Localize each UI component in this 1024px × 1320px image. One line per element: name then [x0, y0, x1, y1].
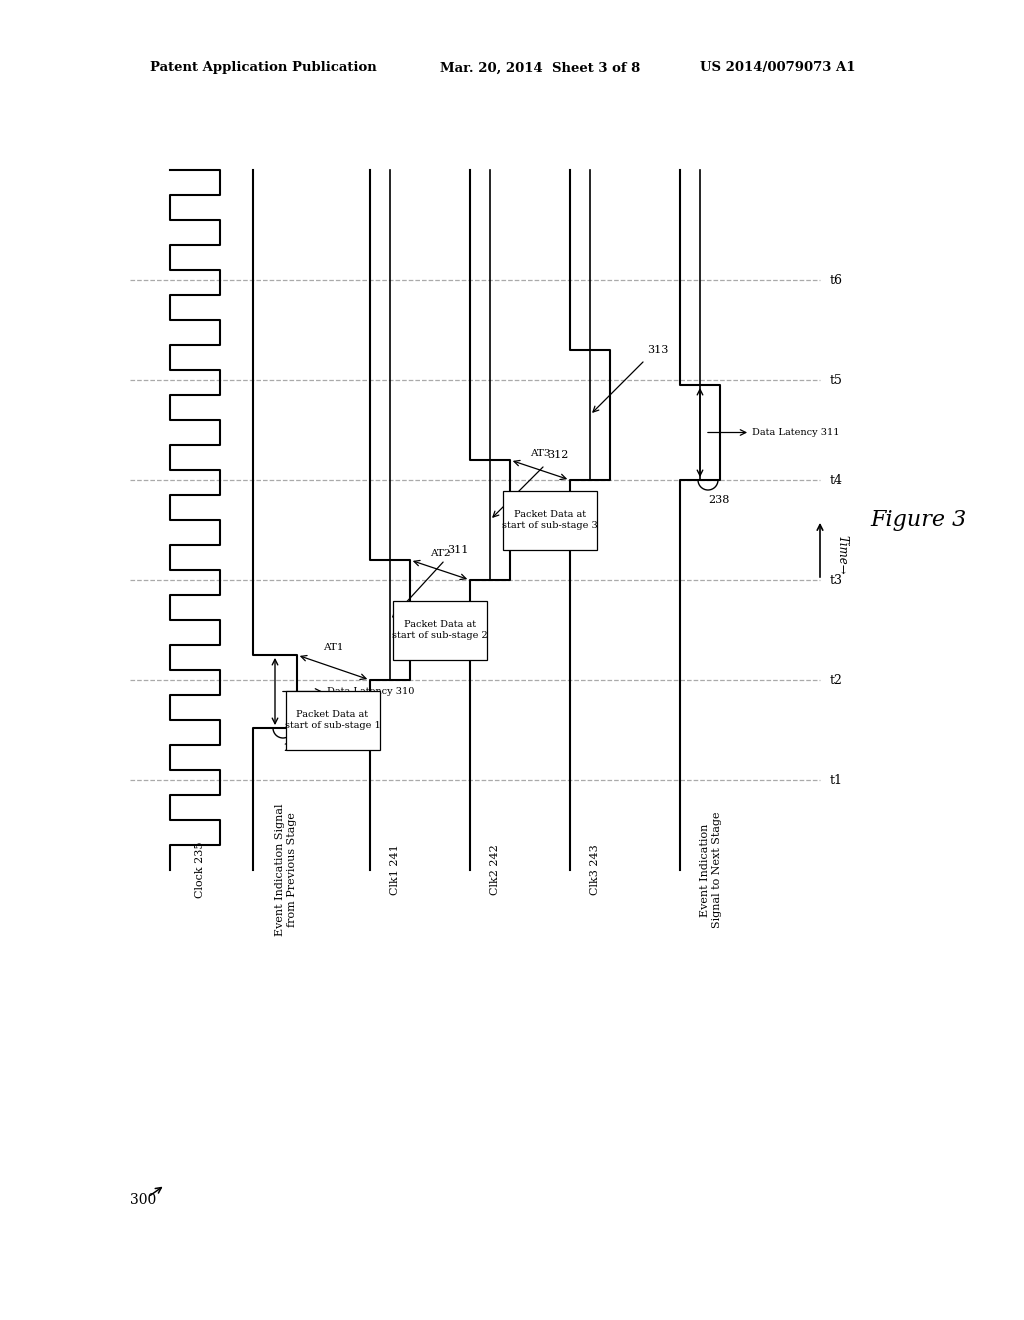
Text: Figure 3: Figure 3: [870, 510, 967, 531]
FancyBboxPatch shape: [286, 690, 380, 750]
Text: 311: 311: [447, 545, 468, 554]
Text: Data Latency 311: Data Latency 311: [752, 428, 840, 437]
Text: 313: 313: [647, 345, 669, 355]
Text: Time→: Time→: [835, 535, 848, 574]
Text: t3: t3: [830, 573, 843, 586]
Text: Event Indication Signal
from Previous Stage: Event Indication Signal from Previous St…: [275, 804, 297, 936]
Text: 238: 238: [708, 495, 729, 506]
Text: t2: t2: [830, 673, 843, 686]
FancyBboxPatch shape: [503, 491, 597, 549]
FancyBboxPatch shape: [393, 601, 487, 660]
Text: t6: t6: [830, 273, 843, 286]
Text: US 2014/0079073 A1: US 2014/0079073 A1: [700, 62, 855, 74]
Text: AT3: AT3: [529, 449, 550, 458]
Text: Packet Data at
start of sub-stage 3: Packet Data at start of sub-stage 3: [502, 511, 598, 529]
Text: Clk3 243: Clk3 243: [590, 845, 600, 895]
Text: 300: 300: [130, 1193, 157, 1206]
Text: 237: 237: [283, 743, 304, 752]
Text: Packet Data at
start of sub-stage 2: Packet Data at start of sub-stage 2: [392, 620, 487, 640]
Text: 312: 312: [547, 450, 568, 459]
Text: Clk1 241: Clk1 241: [390, 845, 400, 895]
Text: Clock 235: Clock 235: [195, 842, 205, 898]
Text: t1: t1: [830, 774, 843, 787]
Text: Packet Data at
start of sub-stage 1: Packet Data at start of sub-stage 1: [285, 710, 380, 730]
Text: AT2: AT2: [430, 549, 451, 558]
Text: AT1: AT1: [324, 644, 344, 652]
Text: t5: t5: [830, 374, 843, 387]
Text: Clk2 242: Clk2 242: [490, 845, 500, 895]
Text: Data Latency 310: Data Latency 310: [327, 686, 415, 696]
Text: t4: t4: [830, 474, 843, 487]
Text: Event Indication
Signal to Next Stage: Event Indication Signal to Next Stage: [700, 812, 722, 928]
Text: Mar. 20, 2014  Sheet 3 of 8: Mar. 20, 2014 Sheet 3 of 8: [440, 62, 640, 74]
Text: Patent Application Publication: Patent Application Publication: [150, 62, 377, 74]
